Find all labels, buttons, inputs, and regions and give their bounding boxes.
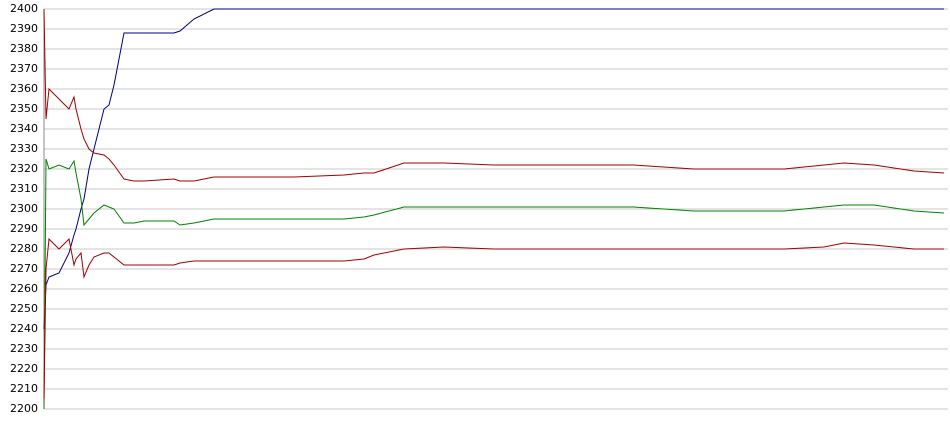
y-tick-label: 2280 <box>10 242 38 255</box>
y-tick-label: 2340 <box>10 122 38 135</box>
y-tick-label: 2240 <box>10 322 38 335</box>
y-tick-label: 2320 <box>10 162 38 175</box>
series-line <box>43 237 944 400</box>
y-tick-label: 2370 <box>10 62 38 75</box>
y-tick-label: 2260 <box>10 282 38 295</box>
y-tick-label: 2400 <box>10 2 38 15</box>
y-tick-label: 2200 <box>10 402 38 415</box>
y-tick-label: 2350 <box>10 102 38 115</box>
y-tick-label: 2270 <box>10 262 38 275</box>
y-tick-label: 2250 <box>10 302 38 315</box>
y-tick-label: 2360 <box>10 82 38 95</box>
y-tick-label: 2220 <box>10 362 38 375</box>
series-line <box>43 8 945 182</box>
y-tick-label: 2390 <box>10 22 38 35</box>
y-tick-label: 2380 <box>10 42 38 55</box>
y-tick-label: 2210 <box>10 382 38 395</box>
series-line <box>43 8 944 330</box>
y-tick-label: 2330 <box>10 142 38 155</box>
series-line <box>43 158 945 410</box>
y-tick-label: 2310 <box>10 182 38 195</box>
y-tick-label: 2230 <box>10 342 38 355</box>
y-tick-label: 2290 <box>10 222 38 235</box>
y-tick-label: 2300 <box>10 202 38 215</box>
